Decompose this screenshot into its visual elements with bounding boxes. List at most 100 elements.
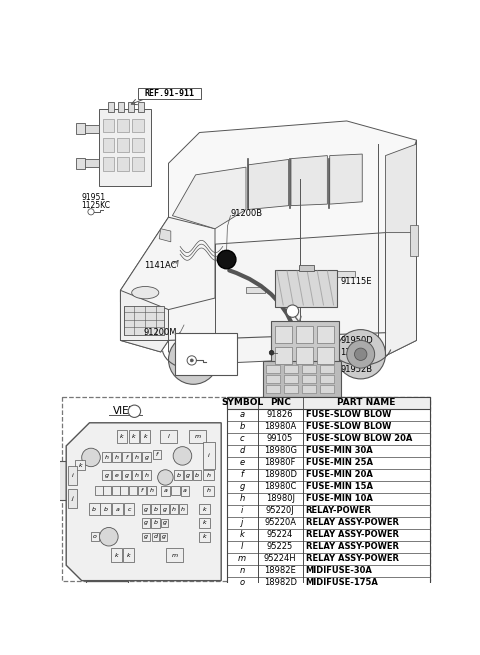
Text: MIDIFUSE-30A: MIDIFUSE-30A: [306, 567, 372, 575]
Text: 91950D: 91950D: [340, 336, 373, 345]
Bar: [320, 385, 334, 393]
Bar: [112, 486, 120, 495]
Bar: [128, 102, 134, 113]
Bar: [410, 225, 418, 255]
Text: k: k: [203, 520, 206, 525]
Bar: [266, 385, 280, 393]
Bar: [112, 453, 121, 462]
Bar: [263, 361, 340, 398]
Circle shape: [157, 470, 173, 485]
Bar: [284, 365, 298, 373]
Text: c: c: [240, 434, 244, 443]
Text: h: h: [181, 506, 185, 512]
Text: k: k: [240, 531, 245, 539]
Bar: [166, 548, 183, 562]
Bar: [112, 503, 123, 515]
Text: MIDIFUSE-175A: MIDIFUSE-175A: [306, 578, 379, 588]
Bar: [204, 470, 214, 480]
Text: g: g: [144, 534, 148, 539]
Text: d: d: [153, 534, 157, 539]
Text: h: h: [145, 473, 149, 477]
Text: g: g: [144, 506, 148, 512]
Text: RELAY ASSY-POWER: RELAY ASSY-POWER: [306, 554, 399, 563]
Bar: [284, 385, 298, 393]
Text: f: f: [126, 455, 128, 460]
Text: b: b: [177, 473, 180, 477]
Text: f: f: [141, 488, 143, 493]
Text: a: a: [164, 488, 168, 493]
Text: 95225: 95225: [267, 542, 293, 552]
Text: d: d: [240, 446, 245, 455]
Bar: [132, 453, 142, 462]
Bar: [111, 548, 122, 562]
Bar: [132, 138, 144, 152]
Polygon shape: [385, 144, 417, 233]
Text: c: c: [127, 506, 131, 512]
Bar: [275, 346, 292, 364]
Text: b: b: [153, 506, 157, 512]
Bar: [266, 375, 280, 383]
Bar: [276, 270, 337, 307]
Ellipse shape: [132, 286, 159, 299]
Text: k: k: [203, 506, 206, 512]
Bar: [83, 159, 99, 167]
Text: a: a: [183, 488, 187, 493]
Circle shape: [286, 305, 299, 317]
Bar: [193, 470, 202, 480]
Bar: [108, 102, 114, 113]
Text: b: b: [240, 422, 245, 431]
Text: FUSE-MIN 10A: FUSE-MIN 10A: [306, 495, 372, 503]
Bar: [62, 397, 430, 582]
Text: k: k: [126, 553, 130, 557]
Bar: [132, 157, 144, 171]
Text: b: b: [195, 473, 199, 477]
Bar: [142, 470, 152, 480]
Bar: [169, 504, 178, 514]
Bar: [85, 580, 128, 592]
Text: f: f: [240, 470, 244, 479]
Bar: [89, 503, 99, 515]
Text: b: b: [104, 506, 108, 512]
Text: g: g: [163, 506, 167, 512]
Text: h: h: [207, 473, 211, 477]
Text: 91200M: 91200M: [144, 328, 177, 337]
Text: a: a: [240, 410, 245, 419]
Circle shape: [99, 527, 118, 546]
Bar: [190, 430, 206, 443]
Polygon shape: [120, 217, 215, 310]
Bar: [102, 453, 111, 462]
Bar: [123, 503, 134, 515]
Text: g: g: [125, 473, 129, 477]
Bar: [153, 450, 161, 458]
Bar: [122, 453, 132, 462]
Text: RELAY ASSY-POWER: RELAY ASSY-POWER: [306, 518, 399, 527]
Text: g: g: [186, 473, 190, 477]
Polygon shape: [291, 156, 327, 206]
Text: m: m: [238, 554, 246, 563]
Bar: [199, 518, 210, 528]
Text: k: k: [115, 553, 119, 557]
Polygon shape: [168, 121, 417, 244]
Text: REF.91-911: REF.91-911: [144, 88, 194, 98]
Bar: [102, 470, 111, 480]
Text: 99105: 99105: [267, 434, 293, 443]
Text: h: h: [149, 488, 154, 493]
Bar: [302, 365, 316, 373]
Bar: [160, 504, 169, 514]
Polygon shape: [330, 154, 362, 204]
Text: m: m: [195, 434, 201, 439]
Bar: [142, 453, 152, 462]
Bar: [123, 306, 164, 335]
Circle shape: [217, 250, 236, 269]
Bar: [227, 397, 430, 589]
Text: 95220J: 95220J: [266, 506, 294, 515]
Bar: [129, 486, 137, 495]
Text: g: g: [163, 520, 167, 525]
Polygon shape: [172, 167, 246, 229]
Polygon shape: [159, 229, 171, 242]
Bar: [138, 486, 146, 495]
Text: RELAY-POWER: RELAY-POWER: [306, 506, 372, 515]
Text: 91115E: 91115E: [340, 276, 372, 286]
Bar: [120, 486, 128, 495]
Text: f: f: [156, 452, 158, 457]
